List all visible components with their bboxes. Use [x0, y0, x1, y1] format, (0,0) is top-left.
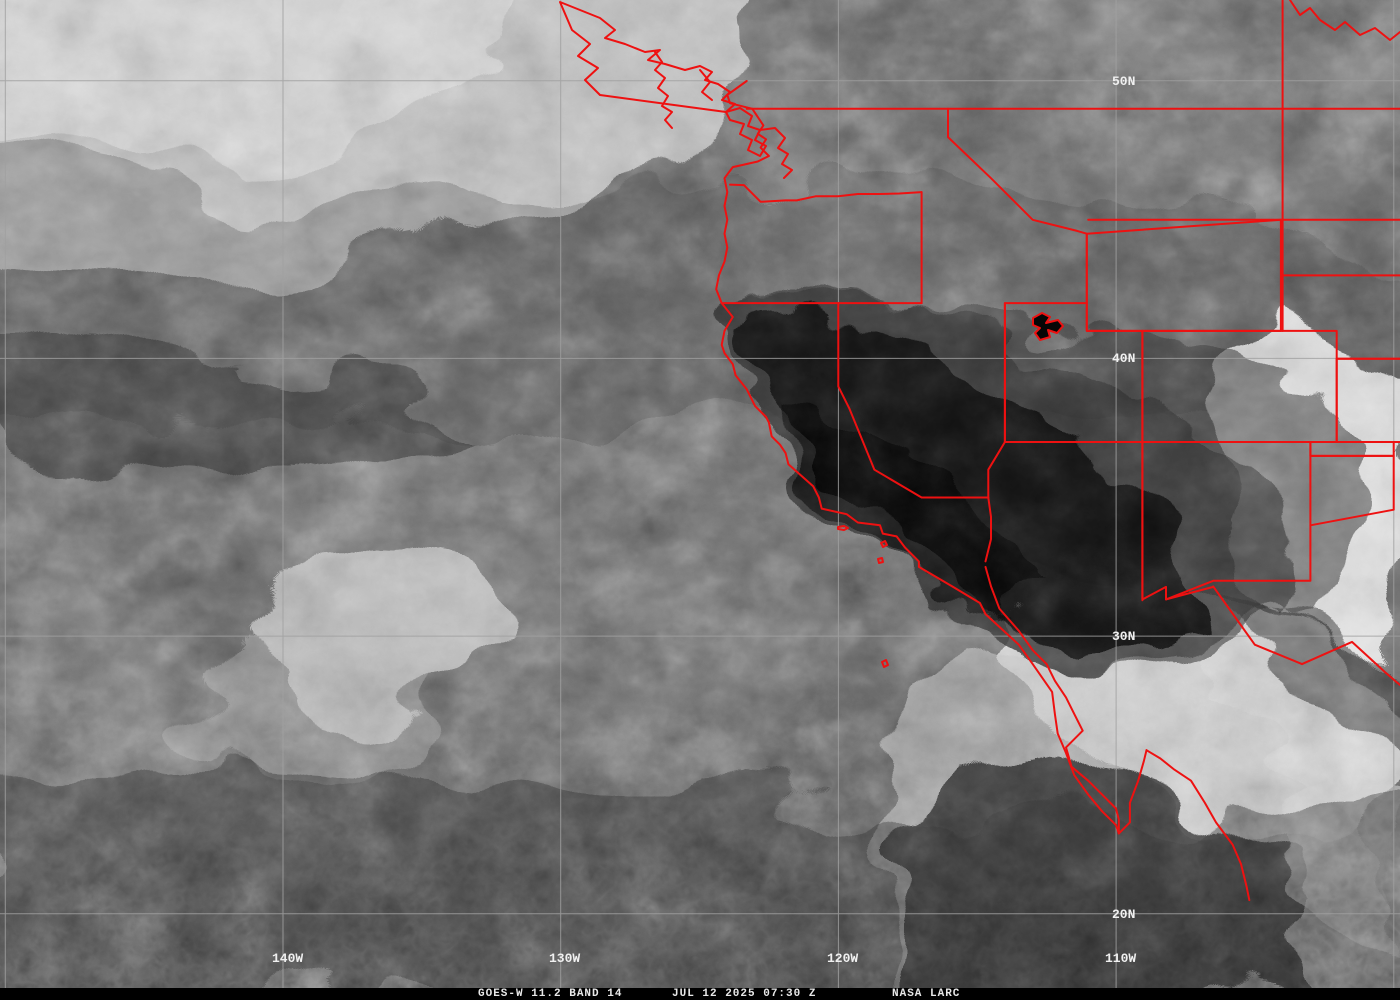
svg-text:130W: 130W	[549, 951, 580, 966]
svg-text:40N: 40N	[1112, 351, 1135, 366]
svg-text:20N: 20N	[1112, 907, 1135, 922]
svg-text:50N: 50N	[1112, 74, 1135, 89]
svg-text:30N: 30N	[1112, 629, 1135, 644]
svg-text:110W: 110W	[1105, 951, 1136, 966]
svg-text:140W: 140W	[272, 951, 303, 966]
svg-text:120W: 120W	[827, 951, 858, 966]
